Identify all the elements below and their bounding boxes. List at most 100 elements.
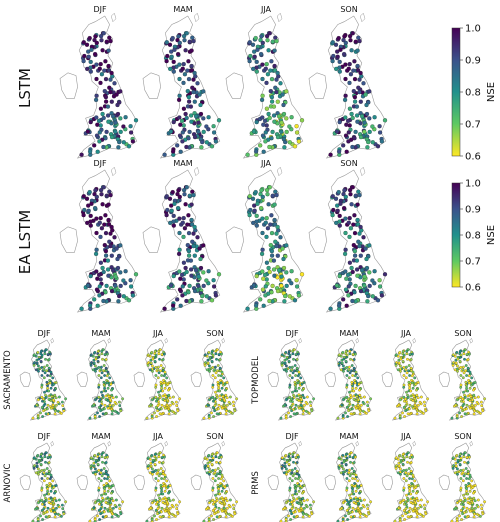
- catchment-point: [411, 489, 415, 493]
- catchment-point: [351, 386, 354, 390]
- catchment-point: [94, 40, 99, 46]
- catchment-point: [46, 384, 49, 388]
- catchment-point: [288, 395, 292, 399]
- catchment-point: [170, 35, 175, 41]
- island-outline: [164, 337, 168, 344]
- catchment-point: [293, 369, 296, 373]
- catchment-point: [162, 152, 167, 157]
- catchment-point: [94, 62, 99, 67]
- catchment-point: [418, 409, 422, 413]
- catchment-point: [92, 143, 97, 148]
- catchment-point: [109, 501, 112, 505]
- catchment-point: [207, 518, 211, 521]
- catchment-point: [345, 118, 351, 124]
- catchment-point: [160, 386, 163, 390]
- catchment-point: [413, 403, 417, 407]
- catchment-point: [359, 499, 363, 503]
- catchment-point: [302, 396, 306, 400]
- ni-outline: [324, 371, 336, 387]
- catchment-point: [86, 203, 91, 208]
- catchment-point: [340, 403, 344, 407]
- catchment-point: [102, 222, 107, 227]
- catchment-point: [104, 394, 108, 398]
- catchment-point: [184, 298, 189, 304]
- catchment-point: [193, 268, 199, 273]
- catchment-point: [290, 376, 294, 380]
- catchment-point: [300, 485, 304, 489]
- catchment-point: [454, 403, 458, 407]
- catchment-point: [232, 507, 236, 510]
- catchment-point: [456, 472, 459, 476]
- catchment-point: [133, 118, 139, 123]
- catchment-point: [99, 376, 103, 380]
- catchment-point: [268, 222, 273, 227]
- catchment-point: [351, 242, 356, 248]
- catchment-point: [81, 212, 86, 218]
- catchment-point: [404, 376, 408, 380]
- catchment-point: [156, 376, 160, 380]
- catchment-point: [191, 77, 196, 82]
- catchment-point: [111, 396, 115, 400]
- catchment-point: [328, 152, 333, 157]
- catchment-point: [288, 477, 292, 480]
- catchment-point: [285, 460, 289, 464]
- catchment-point: [358, 224, 363, 230]
- catchment-point: [219, 477, 223, 481]
- catchment-point: [55, 506, 58, 510]
- catchment-point: [44, 496, 47, 500]
- catchment-point: [265, 192, 270, 197]
- gb-outline: [76, 15, 138, 159]
- catchment-point: [465, 353, 469, 356]
- gb-outline: [325, 169, 387, 313]
- catchment-point: [184, 144, 189, 150]
- catchment-point: [483, 500, 486, 504]
- catchment-point: [193, 114, 199, 119]
- catchment-point: [254, 223, 259, 228]
- catchment-point: [93, 251, 99, 257]
- catchment-point: [94, 115, 99, 120]
- catchment-point: [121, 397, 124, 401]
- catchment-point: [88, 223, 93, 228]
- catchment-point: [347, 33, 353, 39]
- catchment-point: [409, 358, 413, 361]
- catchment-point: [356, 479, 360, 483]
- catchment-point: [459, 498, 463, 502]
- catchment-point: [405, 349, 409, 353]
- catchment-point: [109, 485, 113, 489]
- catchment-point: [285, 501, 288, 505]
- catchment-point: [409, 497, 413, 501]
- catchment-point: [189, 119, 194, 124]
- catchment-point: [213, 409, 216, 413]
- catchment-point: [46, 506, 50, 510]
- catchment-point: [49, 386, 53, 390]
- catchment-point: [296, 484, 300, 488]
- catchment-point: [456, 501, 459, 505]
- catchment-point: [416, 499, 420, 503]
- catchment-point: [154, 498, 158, 502]
- catchment-point: [281, 265, 287, 271]
- map-ea-lstm-mam: MAM: [142, 159, 222, 313]
- catchment-point: [197, 246, 202, 251]
- catchment-point: [97, 366, 101, 369]
- catchment-point: [401, 514, 404, 518]
- catchment-point: [405, 455, 409, 459]
- catchment-point: [418, 503, 422, 507]
- catchment-point: [88, 416, 92, 420]
- catchment-point: [214, 452, 218, 456]
- catchment-point: [278, 235, 283, 240]
- colorbar-label: NSE: [486, 82, 497, 102]
- catchment-point: [61, 400, 64, 404]
- catchment-point: [349, 412, 353, 416]
- catchment-point: [109, 134, 115, 140]
- catchment-point: [458, 360, 462, 363]
- catchment-point: [104, 129, 109, 135]
- catchment-point: [402, 353, 406, 357]
- catchment-point: [105, 258, 111, 263]
- catchment-point: [461, 471, 465, 475]
- catchment-point: [170, 503, 174, 507]
- catchment-point: [463, 396, 467, 399]
- catchment-point: [156, 471, 160, 475]
- catchment-point: [220, 489, 224, 493]
- catchment-point: [108, 38, 113, 44]
- catchment-point: [280, 456, 284, 460]
